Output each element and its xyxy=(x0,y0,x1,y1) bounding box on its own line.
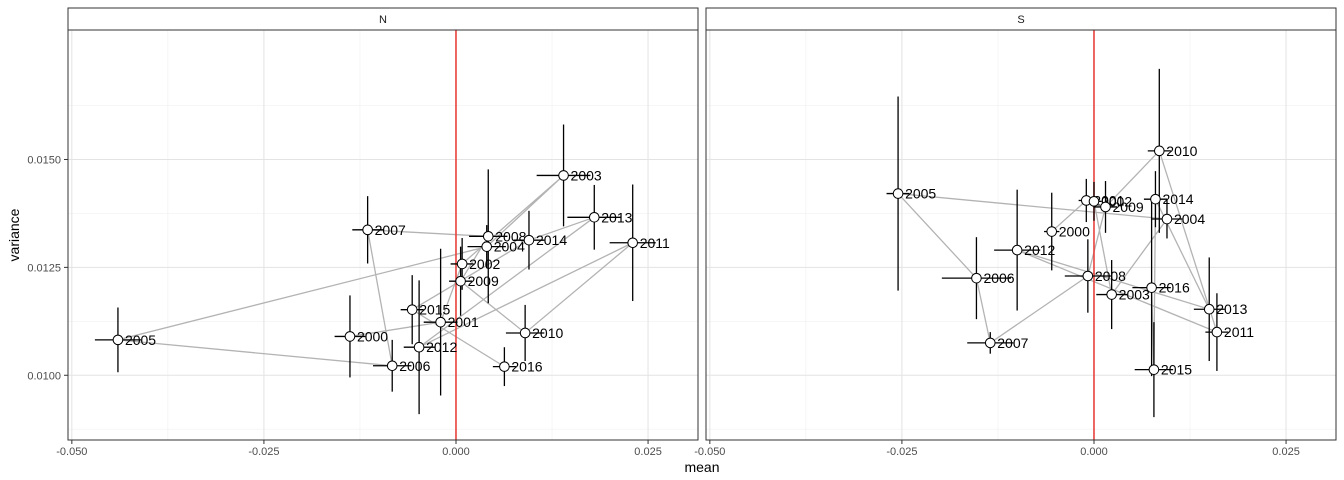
data-point-2006 xyxy=(971,272,982,284)
point-label-2009: 2009 xyxy=(468,273,499,289)
y-axis-title: variance xyxy=(6,208,22,261)
x-tick-label: -0.025 xyxy=(886,446,917,458)
data-point-2014 xyxy=(523,234,535,246)
y-tick-label: 0.0150 xyxy=(27,154,61,166)
data-point-2007 xyxy=(984,337,996,349)
x-tick-label: 0.000 xyxy=(442,446,470,458)
point-label-2010: 2010 xyxy=(1166,143,1197,159)
facet-strip xyxy=(705,7,1337,31)
point-label-2012: 2012 xyxy=(426,339,457,355)
data-point-2009 xyxy=(455,275,466,287)
point-label-2000: 2000 xyxy=(1059,224,1090,240)
panel-s: 2000200120022003200420052006200720082009… xyxy=(694,7,1337,458)
point-label-2013: 2013 xyxy=(1216,301,1247,317)
data-point-2003 xyxy=(1106,289,1117,300)
x-axis-title: mean xyxy=(684,459,719,475)
facet-strip xyxy=(67,7,699,31)
data-point-2013 xyxy=(588,212,600,223)
data-point-2011 xyxy=(627,237,638,249)
point-label-2003: 2003 xyxy=(571,167,602,183)
data-point-2004 xyxy=(1161,213,1173,225)
point-label-2003: 2003 xyxy=(1119,287,1150,303)
data-point-2012 xyxy=(1011,244,1023,256)
data-point-2002 xyxy=(456,258,468,270)
panel-background xyxy=(68,30,698,440)
data-point-2001 xyxy=(435,316,446,328)
point-label-2016: 2016 xyxy=(1159,280,1190,296)
data-point-2003 xyxy=(558,170,569,181)
data-point-2012 xyxy=(413,341,425,353)
point-label-2002: 2002 xyxy=(469,256,500,272)
x-tick-label: 0.000 xyxy=(1080,446,1108,458)
x-tick-label: 0.025 xyxy=(634,446,662,458)
facet-strip-label: S xyxy=(1017,14,1024,26)
y-tick-label: 0.0125 xyxy=(27,262,61,274)
data-point-2016 xyxy=(1146,282,1157,293)
data-point-2009 xyxy=(1100,201,1111,213)
data-point-2015 xyxy=(1148,364,1160,375)
panel-background xyxy=(706,30,1336,440)
point-label-2010: 2010 xyxy=(532,325,563,341)
point-label-2011: 2011 xyxy=(1224,324,1254,340)
point-label-2004: 2004 xyxy=(1174,211,1205,227)
point-label-2015: 2015 xyxy=(1161,362,1192,378)
x-tick-label: -0.050 xyxy=(694,446,725,458)
y-tick-label: 0.0100 xyxy=(27,370,61,382)
panel-n: 2000 2001 2002 2003 2004 2005 2006 2007 2008 2009… xyxy=(27,7,699,458)
point-label-2005: 2005 xyxy=(905,186,936,202)
data-point-2008 xyxy=(1082,270,1094,282)
data-point-2004 xyxy=(481,241,493,252)
point-label-2012: 2012 xyxy=(1024,242,1055,258)
data-point-2006 xyxy=(386,360,398,372)
point-label-2001: 2001 xyxy=(448,314,479,330)
data-point-2005 xyxy=(112,334,124,346)
point-label-2005: 2005 xyxy=(125,332,156,348)
data-point-2007 xyxy=(362,224,373,236)
data-point-2000 xyxy=(1046,226,1058,237)
x-tick-label: 0.025 xyxy=(1272,446,1300,458)
point-label-2011: 2011 xyxy=(640,235,670,251)
point-label-2014: 2014 xyxy=(536,232,567,248)
point-label-2006: 2006 xyxy=(399,358,430,374)
point-label-2014: 2014 xyxy=(1162,191,1193,207)
data-point-2016 xyxy=(499,361,510,372)
point-label-2009: 2009 xyxy=(1113,199,1144,215)
data-point-2015 xyxy=(406,304,418,315)
point-label-2016: 2016 xyxy=(511,359,542,375)
point-label-2007: 2007 xyxy=(997,335,1028,351)
data-point-2014 xyxy=(1150,193,1161,205)
point-label-2007: 2007 xyxy=(375,222,406,238)
x-tick-label: -0.025 xyxy=(248,446,279,458)
data-point-2002 xyxy=(1088,196,1100,207)
data-point-2005 xyxy=(892,188,904,199)
point-label-2008: 2008 xyxy=(495,228,526,244)
data-point-2000 xyxy=(344,331,356,342)
data-point-2008 xyxy=(482,230,494,242)
point-label-2013: 2013 xyxy=(601,209,632,225)
point-label-2015: 2015 xyxy=(419,302,450,318)
data-point-2011 xyxy=(1211,326,1223,338)
data-point-2013 xyxy=(1203,303,1215,315)
data-point-2010 xyxy=(1153,145,1165,157)
point-label-2000: 2000 xyxy=(357,328,388,344)
point-label-2004: 2004 xyxy=(494,239,525,255)
data-point-2010 xyxy=(519,327,531,339)
x-tick-label: -0.050 xyxy=(56,446,87,458)
point-label-2008: 2008 xyxy=(1095,268,1126,284)
point-label-2006: 2006 xyxy=(983,270,1014,286)
facet-strip-label: N xyxy=(379,14,387,26)
